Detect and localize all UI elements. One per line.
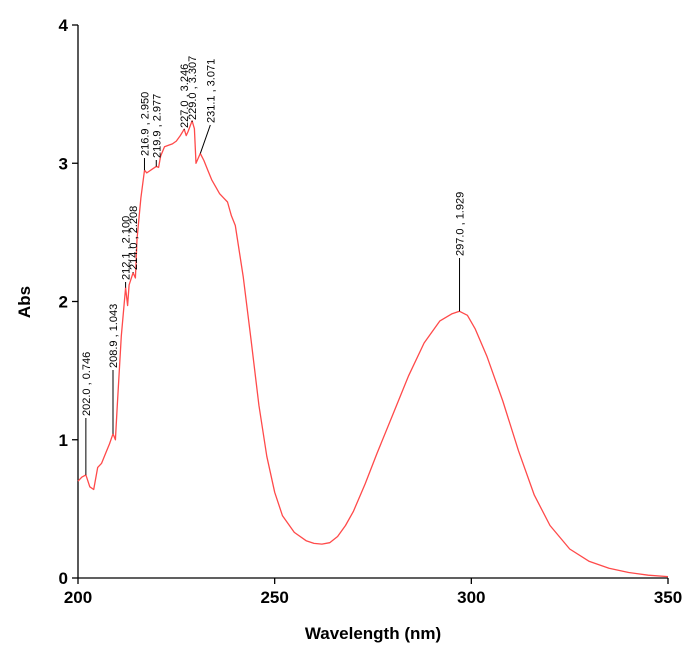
x-tick-label: 200 — [64, 588, 92, 607]
x-axis-title: Wavelength (nm) — [305, 624, 441, 643]
y-tick-label: 1 — [59, 431, 68, 450]
x-tick-label: 250 — [260, 588, 288, 607]
y-ticks: 0 1 2 3 4 — [59, 16, 78, 588]
y-axis-title: Abs — [15, 286, 34, 318]
x-tick-label: 300 — [457, 588, 485, 607]
peak-label: 202.0 , 0.746 — [81, 352, 93, 416]
x-tick-label: 350 — [654, 588, 682, 607]
y-tick-label: 0 — [59, 569, 68, 588]
peak-label: 229.0 , 3.307 — [187, 56, 199, 120]
peak-label: 297.0 , 1.929 — [455, 192, 467, 256]
peak-label: 216.9 , 2.950 — [139, 92, 151, 156]
peak-label: 212.1 , 2.100 — [121, 216, 133, 280]
x-ticks: 200 250 300 350 — [64, 578, 682, 607]
absorbance-curve — [77, 120, 669, 578]
y-tick-label: 3 — [59, 154, 68, 173]
peak-label: 208.9 , 1.043 — [108, 304, 120, 368]
peak-label: 214.0 , 2.208 — [128, 206, 140, 270]
axes — [77, 25, 668, 579]
y-tick-label: 4 — [59, 16, 69, 35]
peak-leader-line — [199, 124, 211, 154]
y-tick-label: 2 — [59, 293, 68, 312]
peak-label: 227.0 , 3.246 — [179, 64, 191, 128]
peak-label: 219.9 , 2.977 — [151, 94, 163, 158]
peak-label: 231.1 , 3.071 — [205, 59, 217, 123]
